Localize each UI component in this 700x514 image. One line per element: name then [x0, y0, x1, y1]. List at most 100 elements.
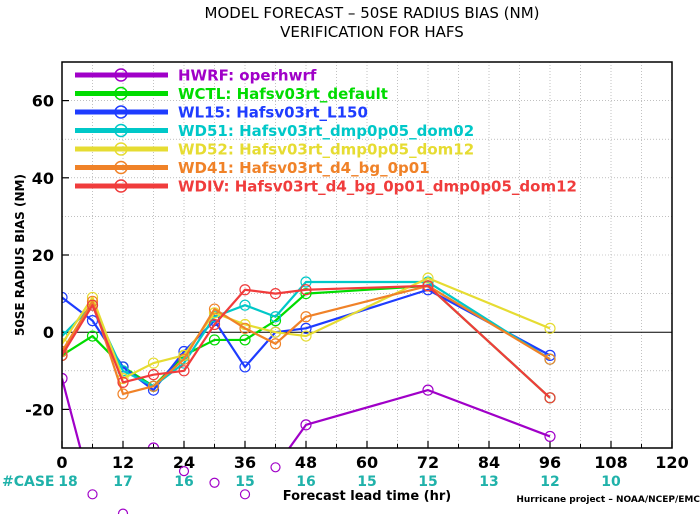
data-point — [86, 299, 99, 311]
data-point — [239, 284, 251, 296]
legend-entry: WL15: Hafsv03rt_L150 — [75, 104, 368, 122]
legend-label: WCTL: Hafsv03rt_default — [178, 85, 388, 103]
case-count: 10 — [601, 474, 621, 490]
data-point-outside — [209, 477, 220, 488]
data-point-outside — [270, 462, 281, 473]
data-point — [300, 419, 312, 431]
case-counts: #CASE 18 17 16 15 16 15 15 13 12 10 — [2, 474, 621, 490]
data-point — [300, 284, 312, 296]
data-point — [239, 322, 251, 334]
data-point — [208, 303, 221, 315]
legend-marker — [114, 160, 128, 175]
case-count: 16 — [296, 474, 315, 490]
chart-subtitle: VERIFICATION FOR HAFS — [280, 23, 464, 41]
data-point-outside — [117, 508, 129, 514]
legend-entry: HWRF: operhwrf — [75, 67, 317, 85]
case-label: #CASE — [2, 474, 55, 490]
case-count: 13 — [479, 474, 498, 490]
data-point — [269, 326, 282, 338]
data-point — [62, 372, 68, 385]
x-tick-label: 96 — [539, 453, 561, 472]
data-point — [147, 357, 160, 369]
case-count: 17 — [113, 474, 132, 490]
axes: 0 12 24 36 48 60 72 84 96 108 120 -20 0 20 40 60 — [25, 92, 689, 472]
case-count: 16 — [174, 474, 193, 490]
x-tick-label: 120 — [655, 453, 688, 472]
legend-entry: WD52: Hafsv03rt_dmp0p05_dom12 — [75, 141, 474, 159]
legend-label: HWRF: operhwrf — [178, 67, 317, 85]
data-point — [269, 311, 282, 323]
legend-marker — [114, 86, 128, 101]
data-point — [147, 369, 160, 381]
series-line — [62, 284, 551, 399]
series-layer — [62, 272, 556, 448]
case-count: 15 — [235, 474, 254, 490]
y-axis-label: 50SE RADIUS BIAS (NM) — [13, 174, 27, 336]
case-count: 15 — [418, 474, 437, 490]
legend-marker — [114, 123, 128, 138]
data-point — [544, 322, 556, 334]
y-tick-label: 60 — [32, 92, 54, 111]
data-point — [239, 361, 251, 373]
x-tick-label: 24 — [173, 453, 195, 472]
x-axis-label: Forecast lead time (hr) — [283, 489, 451, 504]
x-tick-label: 36 — [234, 453, 256, 472]
legend-marker — [114, 105, 128, 119]
plot-frame — [61, 61, 673, 449]
x-tick-label: 72 — [417, 453, 439, 472]
data-point — [178, 365, 190, 377]
data-point — [300, 330, 312, 342]
data-point — [208, 334, 221, 346]
credit-note: Hurricane project – NOAA/NCEP/EMC — [516, 495, 700, 505]
legend-marker — [114, 68, 128, 82]
y-tick-label: 0 — [43, 323, 54, 342]
series-line — [62, 277, 551, 380]
series-line — [62, 284, 551, 396]
grid — [62, 62, 672, 448]
data-point — [422, 280, 434, 292]
data-point — [117, 376, 129, 388]
x-tick-label: 48 — [295, 453, 317, 472]
legend-label: WD41: Hafsv03rt_d4_bg_0p01 — [178, 159, 430, 177]
y-tick-label: -20 — [25, 400, 54, 419]
data-point — [62, 349, 68, 361]
series-line — [62, 378, 551, 448]
data-point — [269, 288, 282, 300]
case-count: 12 — [540, 474, 559, 490]
case-count: 18 — [58, 474, 77, 490]
x-tick-label: 108 — [594, 453, 627, 472]
data-point — [117, 388, 129, 400]
series-line — [62, 288, 551, 392]
data-point — [269, 338, 282, 350]
data-point — [208, 318, 221, 331]
data-point — [86, 330, 99, 342]
data-point — [422, 384, 434, 396]
x-tick-label: 0 — [56, 453, 67, 472]
y-tick-label: 20 — [32, 246, 54, 265]
data-point — [300, 276, 312, 288]
data-point-outside — [87, 489, 98, 500]
legend-entry: WD51: Hafsv03rt_dmp0p05_dom02 — [75, 122, 474, 140]
legend-label: WD51: Hafsv03rt_dmp0p05_dom02 — [178, 122, 474, 140]
series-7 — [62, 280, 556, 404]
data-point — [239, 299, 251, 311]
legend-entry: WCTL: Hafsv03rt_default — [75, 85, 388, 103]
data-point — [422, 272, 434, 284]
case-count: 15 — [357, 474, 376, 490]
legend-marker — [114, 179, 128, 193]
data-point — [300, 311, 312, 323]
series-1 — [62, 372, 556, 448]
legend-label: WDIV: Hafsv03rt_d4_bg_0p01_dmp0p05_dom12 — [178, 178, 577, 196]
x-tick-label: 60 — [356, 453, 378, 472]
series-6 — [62, 280, 556, 400]
data-point — [544, 430, 556, 443]
data-point-outside — [178, 466, 190, 477]
data-point — [300, 288, 312, 300]
data-point — [544, 353, 556, 365]
x-tick-label: 84 — [478, 453, 500, 472]
data-point — [544, 392, 556, 404]
series-3 — [62, 284, 556, 396]
data-point — [62, 291, 68, 304]
data-point — [62, 345, 68, 358]
